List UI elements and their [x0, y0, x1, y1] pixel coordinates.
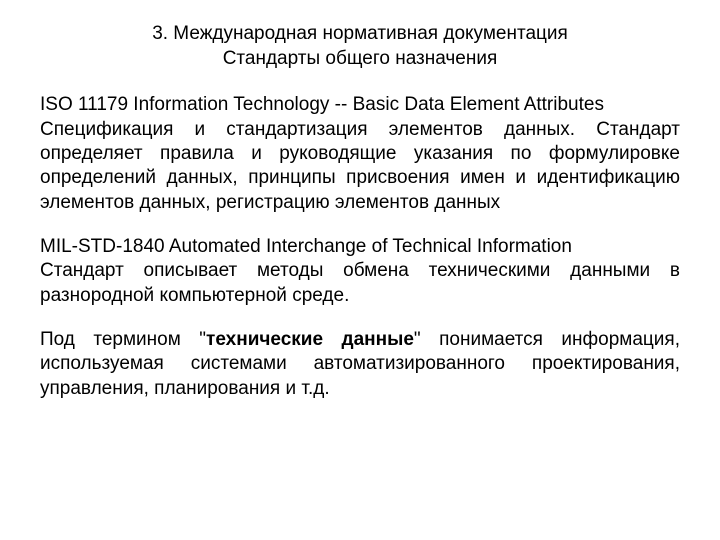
paragraph-tech-data: Под термином "технические данные" понима…	[40, 328, 680, 401]
iso-body: Спецификация и стандартизация элементов …	[40, 119, 680, 213]
mil-body: Стандарт описывает методы обмена техниче…	[40, 260, 680, 305]
title-line-1: 3. Международная нормативная документаци…	[152, 23, 568, 44]
tech-data-term: технические данные	[206, 329, 414, 350]
tech-data-prefix: Под термином "	[40, 329, 206, 350]
paragraph-mil-std-1840: MIL-STD-1840 Automated Interchange of Te…	[40, 235, 680, 308]
paragraph-iso-11179: ISO 11179 Information Technology -- Basi…	[40, 93, 680, 215]
page-title: 3. Международная нормативная документаци…	[40, 22, 680, 71]
document-page: 3. Международная нормативная документаци…	[0, 0, 720, 540]
title-line-2: Стандарты общего назначения	[223, 48, 498, 69]
iso-heading: ISO 11179 Information Technology -- Basi…	[40, 94, 604, 115]
mil-heading: MIL-STD-1840 Automated Interchange of Te…	[40, 236, 572, 257]
